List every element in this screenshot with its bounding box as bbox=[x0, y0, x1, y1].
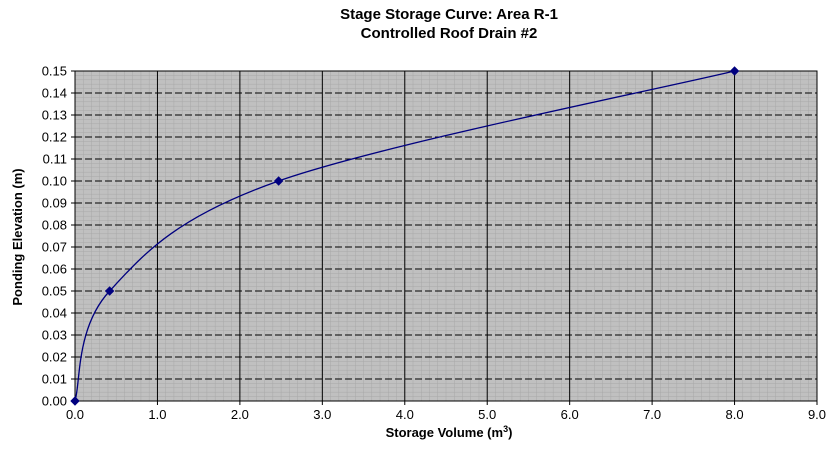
data-point-marker bbox=[104, 286, 115, 296]
y-tick-label: 0.15 bbox=[42, 64, 67, 79]
plot-area bbox=[74, 70, 818, 402]
series-line bbox=[74, 70, 735, 402]
y-tick-label: 0.04 bbox=[42, 306, 67, 321]
x-axis-label-superscript: 3 bbox=[503, 424, 508, 434]
y-tick-label: 0.05 bbox=[42, 284, 67, 299]
data-point-marker bbox=[729, 66, 740, 76]
x-tick-label: 7.0 bbox=[643, 407, 661, 422]
y-axis-label: Ponding Elevation (m) bbox=[10, 168, 25, 305]
x-axis-label-close: ) bbox=[508, 425, 512, 440]
x-tick-label: 6.0 bbox=[561, 407, 579, 422]
fine-grid bbox=[75, 71, 817, 401]
y-tick-label: 0.06 bbox=[42, 262, 67, 277]
y-tick-label: 0.00 bbox=[42, 394, 67, 409]
y-tick-label: 0.02 bbox=[42, 350, 67, 365]
y-tick-label: 0.13 bbox=[42, 108, 67, 123]
x-tick-label: 9.0 bbox=[808, 407, 826, 422]
y-tick-label: 0.10 bbox=[42, 174, 67, 189]
data-point-marker bbox=[273, 176, 284, 186]
x-tick-label: 1.0 bbox=[148, 407, 166, 422]
y-tick-label: 0.11 bbox=[43, 152, 67, 167]
y-tick-label: 0.12 bbox=[42, 130, 67, 145]
y-tick-label: 0.14 bbox=[42, 86, 67, 101]
x-tick-label: 0.0 bbox=[66, 407, 84, 422]
y-tick-label: 0.07 bbox=[42, 240, 67, 255]
y-tick-label: 0.08 bbox=[42, 218, 67, 233]
plot-border bbox=[74, 70, 818, 402]
x-axis-ticks: 0.0 1.0 2.0 3.0 4.0 5.0 6.0 7.0 8.0 9.0 bbox=[66, 401, 826, 422]
x-tick-label: 4.0 bbox=[396, 407, 414, 422]
x-tick-label: 2.0 bbox=[231, 407, 249, 422]
y-axis-ticks: 0.00 0.01 0.02 0.03 0.04 0.05 0.06 0.07 0.08 0.09… bbox=[42, 64, 75, 409]
y-tick-label: 0.01 bbox=[42, 372, 67, 387]
data-point-marker bbox=[70, 396, 80, 406]
y-tick-label: 0.09 bbox=[42, 196, 67, 211]
x-tick-label: 5.0 bbox=[478, 407, 496, 422]
y-tick-label: 0.03 bbox=[42, 328, 67, 343]
chart-subtitle: Controlled Roof Drain #2 bbox=[361, 25, 538, 42]
major-grid bbox=[75, 71, 817, 401]
chart-title: Stage Storage Curve: Area R-1 bbox=[340, 6, 558, 23]
x-axis-label-text: Storage Volume (m bbox=[386, 425, 504, 440]
x-axis-label: Storage Volume (m3) bbox=[386, 424, 513, 440]
x-tick-label: 8.0 bbox=[726, 407, 744, 422]
x-tick-label: 3.0 bbox=[313, 407, 331, 422]
series-layer bbox=[70, 66, 740, 406]
